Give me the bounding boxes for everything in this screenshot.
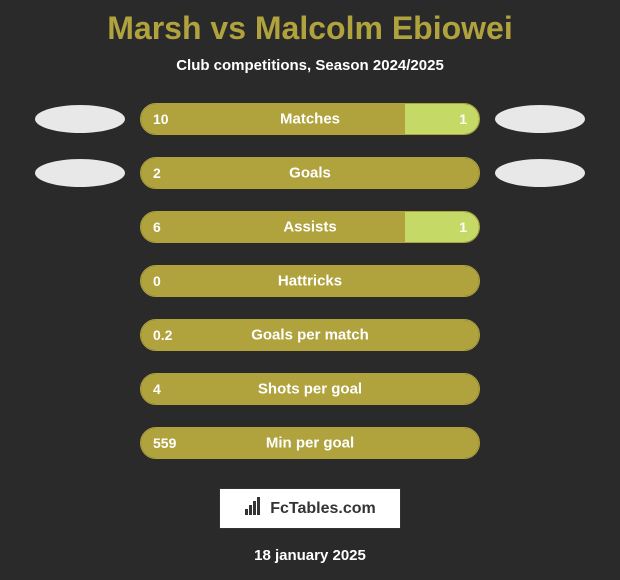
avatar-spacer — [495, 315, 585, 355]
stat-row: Shots per goal 4 — [10, 369, 610, 409]
stat-label: Goals per match — [251, 327, 369, 344]
stat-bar: Min per goal 559 — [140, 427, 480, 459]
player-right-avatar — [495, 99, 585, 139]
stat-bar: Goals 2 — [140, 157, 480, 189]
stat-row: Matches 10 1 — [10, 99, 610, 139]
brand-box: FcTables.com — [219, 488, 401, 529]
stat-bar: Goals per match 0.2 — [140, 319, 480, 351]
avatar-spacer — [35, 261, 125, 301]
stat-value-left: 2 — [153, 165, 161, 181]
avatar-spacer — [35, 423, 125, 463]
avatar-spacer — [495, 423, 585, 463]
stat-label: Min per goal — [266, 435, 354, 452]
stat-row: Goals per match 0.2 — [10, 315, 610, 355]
avatar-spacer — [35, 369, 125, 409]
stat-value-left: 0.2 — [153, 327, 172, 343]
stat-row: Assists 6 1 — [10, 207, 610, 247]
avatar-ellipse — [35, 105, 125, 133]
stat-bar: Assists 6 1 — [140, 211, 480, 243]
stat-value-right: 1 — [459, 219, 467, 235]
brand-text: FcTables.com — [270, 500, 376, 518]
avatar-ellipse — [35, 159, 125, 187]
stat-label: Shots per goal — [258, 381, 362, 398]
stat-value-left: 0 — [153, 273, 161, 289]
stat-row: Min per goal 559 — [10, 423, 610, 463]
stat-bar: Matches 10 1 — [140, 103, 480, 135]
bar-segment-left — [141, 212, 405, 242]
avatar-spacer — [495, 369, 585, 409]
player-left-avatar — [35, 153, 125, 193]
stat-value-left: 6 — [153, 219, 161, 235]
subtitle: Club competitions, Season 2024/2025 — [176, 57, 444, 74]
bar-segment-right — [405, 104, 479, 134]
stat-label: Goals — [289, 165, 331, 182]
stat-row: Hattricks 0 — [10, 261, 610, 301]
avatar-spacer — [35, 315, 125, 355]
avatar-ellipse — [495, 105, 585, 133]
avatar-spacer — [495, 207, 585, 247]
avatar-spacer — [35, 207, 125, 247]
comparison-infographic: Marsh vs Malcolm Ebiowei Club competitio… — [0, 0, 620, 580]
stat-label: Hattricks — [278, 273, 342, 290]
player-left-avatar — [35, 99, 125, 139]
stat-bar: Shots per goal 4 — [140, 373, 480, 405]
avatar-ellipse — [495, 159, 585, 187]
bar-segment-right — [405, 212, 479, 242]
page-title: Marsh vs Malcolm Ebiowei — [107, 10, 512, 47]
player-right-avatar — [495, 153, 585, 193]
stat-value-right: 1 — [459, 111, 467, 127]
bar-segment-left — [141, 104, 405, 134]
stat-row: Goals 2 — [10, 153, 610, 193]
stat-label: Assists — [283, 219, 336, 236]
stat-bar: Hattricks 0 — [140, 265, 480, 297]
stats-container: Matches 10 1 Goals 2 Assists 6 1 Hattricks 0 Goals… — [0, 99, 620, 463]
avatar-spacer — [495, 261, 585, 301]
stat-label: Matches — [280, 111, 340, 128]
chart-icon — [244, 497, 264, 520]
date: 18 january 2025 — [254, 547, 366, 564]
footer: FcTables.com 18 january 2025 — [219, 488, 401, 564]
stat-value-left: 4 — [153, 381, 161, 397]
stat-value-left: 10 — [153, 111, 169, 127]
stat-value-left: 559 — [153, 435, 176, 451]
